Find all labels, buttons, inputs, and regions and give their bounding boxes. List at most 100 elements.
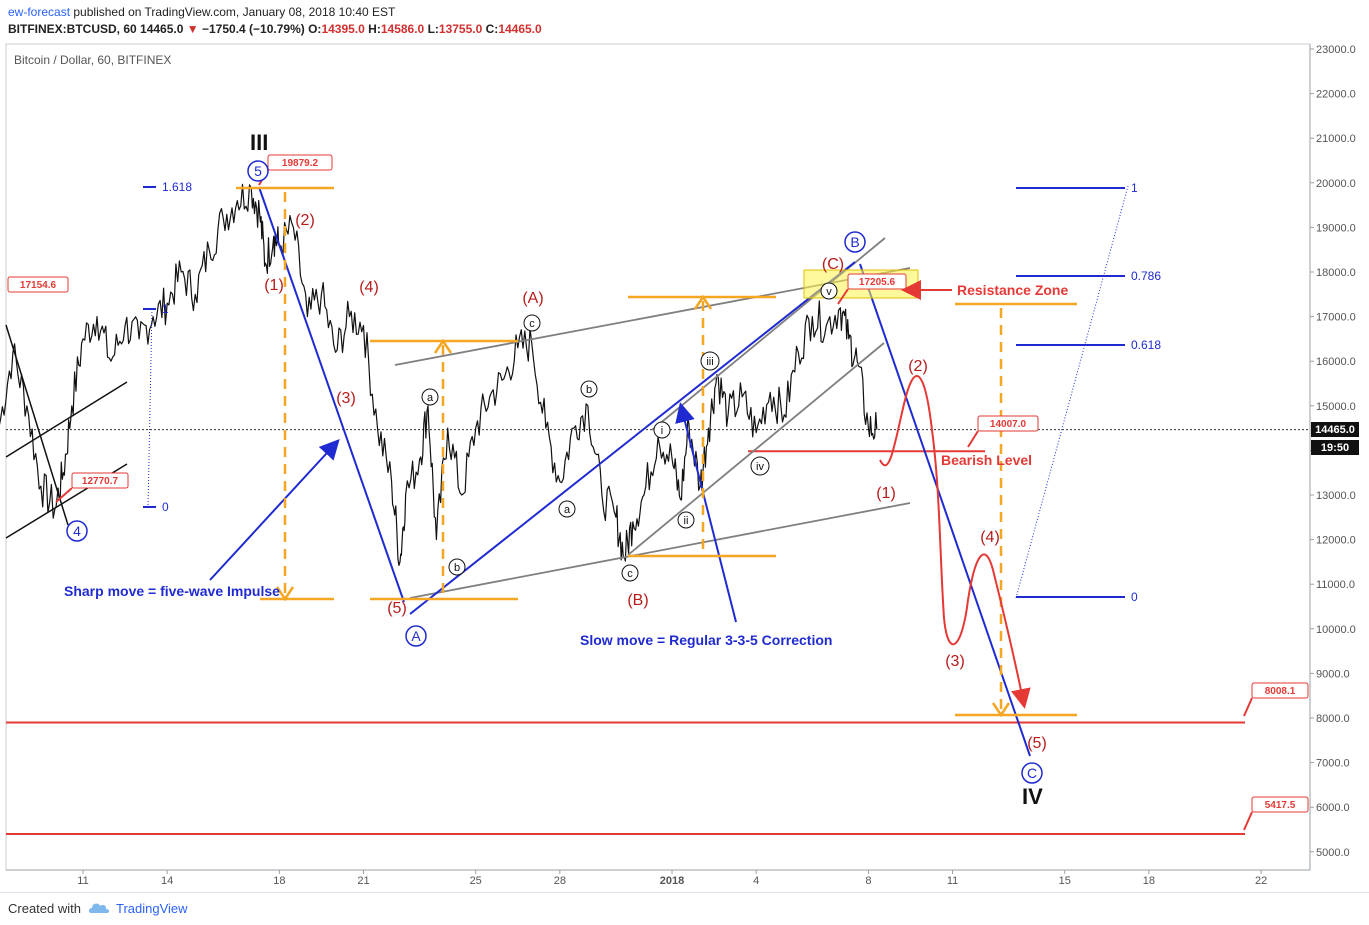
close-key: C: xyxy=(485,22,499,36)
change-label: −1750.4 (−10.79%) xyxy=(202,22,305,36)
ohlc-line: BITFINEX:BTCUSD, 60 14465.0 ▼ −1750.4 (−… xyxy=(8,22,542,36)
wave-down-line-2[interactable] xyxy=(859,263,1031,757)
wave-C-circle: C xyxy=(1027,765,1037,781)
tag-19879[interactable]: 19879.2 xyxy=(258,154,333,186)
sharp-move-arrow[interactable] xyxy=(209,439,340,581)
tag-17154-text: 17154.6 xyxy=(20,280,57,291)
publisher-name[interactable]: ew-forecast xyxy=(8,5,71,19)
fib-right-label-3: 0.618 xyxy=(1131,338,1161,352)
x-tick-label: 11 xyxy=(947,875,958,887)
price-tags[interactable]: 19879.2 17154.6 12770.7 17205.6 14007.0 … xyxy=(7,154,1309,831)
wave-v: v xyxy=(826,286,832,298)
inner-channel-lower[interactable] xyxy=(627,342,885,556)
y-tick-label: 21000.0 xyxy=(1316,133,1356,145)
projected-wave-path[interactable] xyxy=(879,375,1031,709)
wave-c1: c xyxy=(529,318,535,330)
wave-f3: (3) xyxy=(945,653,965,670)
fib-anchor-dotted xyxy=(1015,185,1129,599)
channel-lower[interactable] xyxy=(409,502,911,599)
tag-5417-text: 5417.5 xyxy=(1265,800,1296,811)
slow-move-text: Slow move = Regular 3-3-5 Correction xyxy=(580,632,832,648)
measure-arrowhead-2 xyxy=(433,338,453,354)
trend-drawings[interactable] xyxy=(5,185,1129,757)
trendline-left-diagonal[interactable] xyxy=(5,324,69,526)
resistance-zone-text: Resistance Zone xyxy=(957,282,1068,298)
y-tick-label: 20000.0 xyxy=(1316,178,1356,190)
wave-i: i xyxy=(661,425,663,437)
chart-title: Bitcoin / Dollar, 60, BITFINEX xyxy=(14,53,171,67)
wave-up-line[interactable] xyxy=(409,261,856,615)
x-tick-label: 11 xyxy=(77,875,88,887)
wave-b2: b xyxy=(586,384,592,396)
tradingview-link[interactable]: TradingView xyxy=(116,901,188,916)
tradingview-logo-icon[interactable] xyxy=(88,899,112,917)
fib-right-label-2: 0.786 xyxy=(1131,269,1161,283)
y-tick-label: 19000.0 xyxy=(1316,222,1356,234)
low-key: L: xyxy=(427,22,439,36)
y-tick-label: 7000.0 xyxy=(1316,758,1350,770)
y-tick-label: 16000.0 xyxy=(1316,356,1356,368)
open-key: O: xyxy=(308,22,322,36)
fib-left-dotted xyxy=(147,308,153,509)
last-price-box-text: 14465.0 xyxy=(1315,424,1355,436)
last-price-label: 14465.0 xyxy=(140,22,184,36)
x-tick-label: 18 xyxy=(273,875,285,887)
high-value: 14586.0 xyxy=(380,22,425,36)
wave-f1: (1) xyxy=(876,485,896,502)
published-text: published on TradingView.com, January 08… xyxy=(73,5,396,19)
countdown-text: 19:50 xyxy=(1321,442,1349,454)
wave-down-line-1[interactable] xyxy=(258,186,405,603)
btcusd-price-line[interactable] xyxy=(0,183,878,567)
wave-A-circle: A xyxy=(411,628,421,644)
footer: Created with TradingView xyxy=(0,892,1369,925)
wave-f2: (2) xyxy=(908,358,928,375)
wave-rB: (B) xyxy=(627,592,648,609)
red-wave-labels: (1) (2) (3) (4) (5) (A) (B) (C) (1) (2) … xyxy=(264,212,1047,752)
fib-right[interactable] xyxy=(1016,187,1125,598)
publish-line: ew-forecast published on TradingView.com… xyxy=(8,5,395,19)
wave-iii: iii xyxy=(706,356,713,368)
time-axis[interactable]: 11 14 18 21 25 28 2018 4 8 11 15 18 22 xyxy=(77,870,1267,887)
y-tick-label: 15000.0 xyxy=(1316,401,1356,413)
tag-14007[interactable]: 14007.0 xyxy=(967,415,1039,448)
y-tick-label: 13000.0 xyxy=(1316,490,1356,502)
wave-r5: (5) xyxy=(387,600,407,617)
y-tick-label: 17000.0 xyxy=(1316,312,1356,324)
fib-left[interactable] xyxy=(143,186,156,508)
trendline-left-upper[interactable] xyxy=(5,381,128,458)
x-tick-label: 22 xyxy=(1255,875,1267,887)
orange-measurements[interactable] xyxy=(236,186,1077,718)
fib-right-label-4: 0 xyxy=(1131,590,1138,604)
wave-r3: (3) xyxy=(336,390,356,407)
y-tick-label: 10000.0 xyxy=(1316,624,1356,636)
tag-8008[interactable]: 8008.1 xyxy=(1243,682,1309,717)
measure-arrowhead-1 xyxy=(275,586,295,602)
x-tick-label: 15 xyxy=(1059,875,1071,887)
x-tick-label: 18 xyxy=(1143,875,1155,887)
x-tick-label: 8 xyxy=(865,875,871,887)
y-tick-label: 5000.0 xyxy=(1316,847,1350,859)
measure-arrowhead-4 xyxy=(991,702,1011,718)
tag-14007-text: 14007.0 xyxy=(990,419,1027,430)
chart-header: ew-forecast published on TradingView.com… xyxy=(0,0,1369,44)
wave-4-circle: 4 xyxy=(73,523,81,539)
tag-5417[interactable]: 5417.5 xyxy=(1243,796,1309,831)
measure-arrowhead-3 xyxy=(693,294,713,310)
wave-c2: c xyxy=(627,568,633,580)
x-tick-label: 28 xyxy=(554,875,566,887)
wave-rC: (C) xyxy=(822,256,844,273)
y-tick-label: 8000.0 xyxy=(1316,713,1350,725)
fib-left-label-2: 1 xyxy=(162,302,169,316)
wave-ii: ii xyxy=(684,515,689,527)
y-tick-label: 11000.0 xyxy=(1316,579,1355,591)
wave-iv: iv xyxy=(756,461,764,473)
tag-17154[interactable]: 17154.6 xyxy=(7,276,69,293)
y-tick-label: 22000.0 xyxy=(1316,89,1356,101)
tag-12770[interactable]: 12770.7 xyxy=(55,472,129,503)
sharp-move-text: Sharp move = five-wave Impulse xyxy=(64,583,280,599)
x-tick-label: 14 xyxy=(161,875,173,887)
y-tick-label: 12000.0 xyxy=(1316,535,1356,547)
fib-right-label-1: 1 xyxy=(1131,181,1138,195)
slow-move-arrow[interactable] xyxy=(675,402,737,623)
price-chart[interactable]: Bitcoin / Dollar, 60, BITFINEX 23000.0 22… xyxy=(0,0,1369,892)
